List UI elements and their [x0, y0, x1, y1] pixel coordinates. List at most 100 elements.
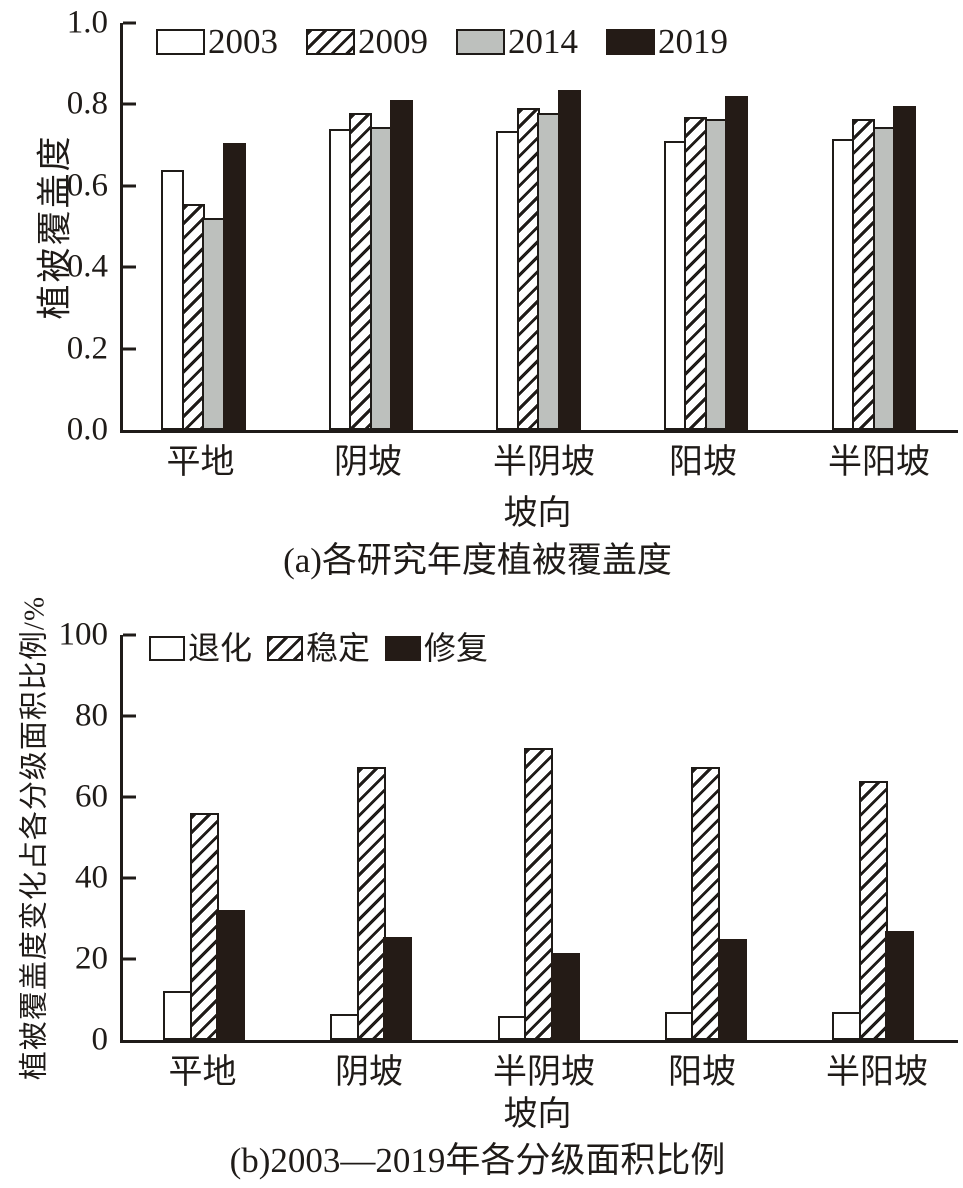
legend-label-0: 退化: [188, 630, 253, 666]
bar-group-3: [664, 635, 747, 1040]
legend-swatch-1: [267, 635, 304, 661]
panel-b-area-proportion: 植被覆盖度变化占各分级面积比例/% 0 20 40 60 80 100 退化 稳定 修复 平地…: [0, 592, 963, 1188]
bar-series2-cat0: [216, 910, 245, 1040]
bar-series2-cat3: [717, 938, 747, 1040]
legend-item-2: 修复: [385, 632, 488, 664]
x-tick-label-4: 半阳坡: [828, 444, 930, 481]
y-tick-label-2: 0.4: [66, 248, 108, 285]
legend-swatch-3: [606, 28, 655, 55]
bar-series0-cat0: [163, 991, 192, 1040]
y-tick-label-3: 0.6: [66, 167, 108, 204]
plot-area: 退化 稳定 修复: [120, 632, 958, 1043]
bar-series2-cat1: [383, 936, 413, 1040]
bar-series1-cat0: [189, 813, 219, 1040]
bar-group-2: [497, 635, 580, 1040]
y-tick-mark-2: [123, 876, 136, 880]
legend-label-2: 修复: [424, 630, 489, 666]
y-axis-tick-labels: 0 20 40 60 80 100: [0, 618, 109, 1056]
y-tick-label-4: 0.8: [66, 85, 108, 122]
x-tick-label-4: 半阳坡: [826, 1054, 928, 1091]
legend-item-1: 稳定: [267, 632, 370, 664]
x-tick-label-2: 半阴坡: [493, 444, 595, 481]
x-axis-tick-labels: 平地 阴坡 半阴坡 阳坡 半阳坡: [120, 446, 955, 480]
legend-label-1: 稳定: [306, 630, 371, 666]
bar-series1-cat4: [858, 780, 888, 1040]
bar-series0-cat3: [664, 1011, 694, 1040]
legend: 2003 2009 2014 2019: [156, 24, 756, 59]
bar-group-3: [663, 23, 749, 430]
bar-groups: [163, 635, 914, 1040]
legend-item-1: 2009: [306, 24, 428, 59]
y-tick-mark-5: [123, 21, 136, 25]
legend-swatch-2: [456, 28, 505, 55]
y-tick-mark-3: [123, 795, 136, 799]
y-tick-label-5: 1.0: [66, 4, 108, 41]
bar-series2-cat2: [550, 952, 580, 1040]
legend-item-3: 2019: [606, 24, 728, 59]
bar-series0-cat2: [497, 1015, 527, 1040]
y-tick-mark-4: [123, 714, 136, 718]
x-tick-label-1: 阴坡: [335, 1054, 403, 1091]
bar-groups: [161, 23, 916, 430]
y-tick-mark-3: [123, 184, 136, 188]
y-tick-label-2: 40: [75, 859, 108, 896]
y-tick-label-4: 80: [75, 697, 108, 734]
x-tick-label-2: 半阴坡: [493, 1054, 595, 1091]
bar-group-0: [161, 23, 246, 430]
x-tick-label-1: 阴坡: [334, 444, 402, 481]
bar-series3-cat0: [222, 143, 246, 430]
y-axis-tick-labels: 0.0 0.2 0.4 0.6 0.8 1.0: [0, 6, 108, 446]
legend: 退化 稳定 修复: [149, 632, 503, 664]
bar-series1-cat2: [524, 748, 553, 1040]
x-tick-label-3: 阳坡: [669, 444, 737, 481]
bar-series2-cat4: [885, 930, 914, 1040]
y-tick-mark-4: [123, 102, 136, 106]
y-tick-label-1: 20: [75, 940, 108, 977]
bar-series0-cat4: [832, 1011, 861, 1040]
bar-series1-cat3: [691, 766, 721, 1040]
bar-series3-cat2: [557, 90, 581, 430]
bar-series3-cat3: [725, 96, 749, 430]
bar-group-4: [832, 635, 914, 1040]
legend-item-0: 退化: [149, 632, 252, 664]
x-tick-label-0: 平地: [166, 444, 235, 481]
bar-group-2: [496, 23, 581, 430]
bar-series0-cat1: [330, 1013, 360, 1040]
legend-swatch-2: [385, 635, 422, 661]
y-tick-label-3: 60: [75, 778, 108, 815]
x-axis-title: 坡向: [503, 1096, 572, 1133]
y-tick-mark-1: [123, 347, 136, 351]
legend-label-3: 2019: [658, 22, 728, 61]
bar-group-4: [831, 23, 916, 430]
x-axis-title: 坡向: [503, 495, 572, 532]
legend-label-1: 2009: [358, 22, 428, 61]
legend-label-2: 2014: [508, 22, 578, 61]
legend-item-0: 2003: [156, 24, 278, 59]
legend-item-2: 2014: [456, 24, 578, 59]
y-tick-label-0: 0.0: [66, 411, 108, 448]
bar-series3-cat1: [390, 100, 414, 430]
y-tick-label-1: 0.2: [66, 330, 108, 367]
panel-caption: (a)各研究年度植被覆盖度: [283, 541, 672, 580]
bar-series1-cat1: [356, 766, 386, 1040]
x-tick-label-0: 平地: [168, 1054, 237, 1091]
legend-swatch-1: [306, 28, 355, 55]
panel-caption: (b)2003—2019年各分级面积比例: [229, 1141, 726, 1180]
plot-area: 2003 2009 2014 2019: [120, 21, 958, 433]
bar-series3-cat4: [893, 106, 916, 430]
y-tick-mark-1: [123, 957, 136, 961]
legend-label-0: 2003: [208, 22, 278, 61]
panel-a-vegetation-coverage: 植被覆盖度 0.0 0.2 0.4 0.6 0.8 1.0 2003 2009 2014 201…: [0, 0, 963, 592]
x-axis-tick-labels: 平地 阴坡 半阴坡 阳坡 半阳坡: [120, 1056, 955, 1090]
y-tick-label-0: 0: [91, 1021, 109, 1058]
y-tick-mark-2: [123, 265, 136, 269]
bar-group-0: [163, 635, 245, 1040]
bar-group-1: [328, 23, 414, 430]
y-tick-mark-5: [123, 633, 136, 637]
y-tick-label-5: 100: [58, 616, 109, 653]
legend-swatch-0: [156, 28, 205, 55]
legend-swatch-0: [149, 635, 185, 661]
bar-group-1: [330, 635, 413, 1040]
x-tick-label-3: 阳坡: [668, 1054, 736, 1091]
